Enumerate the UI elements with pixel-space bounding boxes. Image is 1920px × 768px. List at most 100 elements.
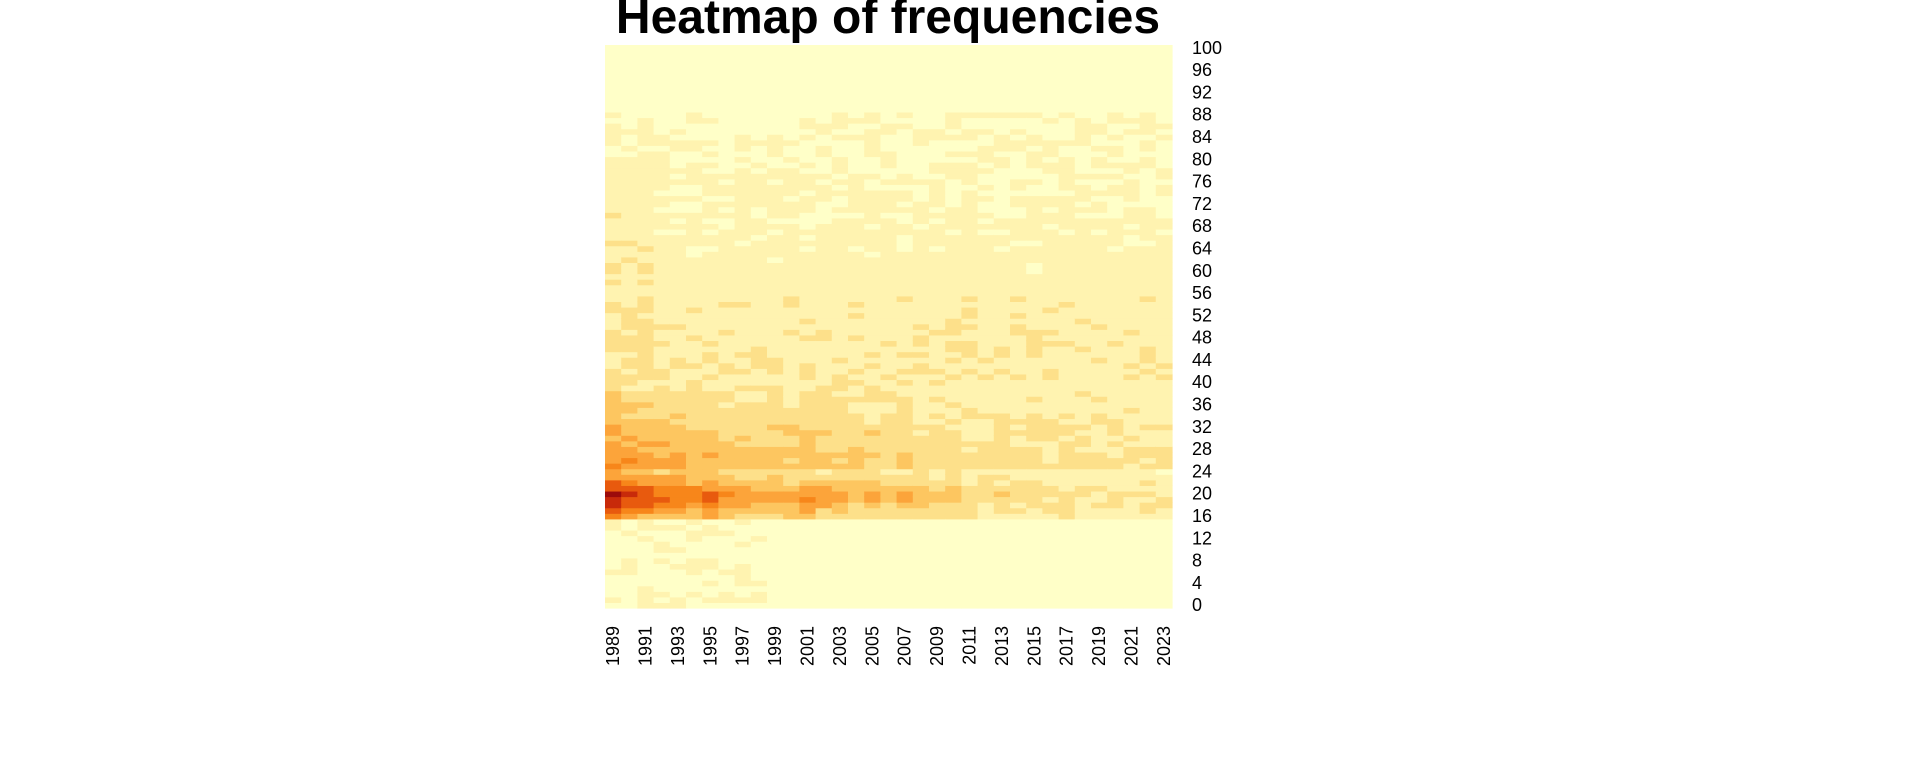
heatmap-cell — [1058, 535, 1076, 542]
heatmap-cell — [621, 106, 638, 113]
heatmap-cell — [1074, 178, 1092, 185]
heatmap-cell — [767, 173, 784, 180]
heatmap-cell — [1026, 529, 1043, 537]
heatmap-cell — [669, 240, 687, 247]
heatmap-cell — [945, 435, 962, 442]
heatmap-cell — [1091, 418, 1108, 425]
heatmap-cell — [1123, 329, 1141, 336]
heatmap-cell — [880, 401, 898, 408]
heatmap-cell — [1155, 318, 1173, 325]
heatmap-cell — [621, 546, 638, 553]
heatmap-cell — [896, 228, 914, 236]
heatmap-cell — [1058, 78, 1076, 85]
heatmap-cell — [1042, 424, 1060, 431]
heatmap-cell — [1107, 223, 1124, 230]
heatmap-cell — [1026, 318, 1043, 325]
heatmap-cell — [1042, 568, 1060, 576]
heatmap-cell — [1042, 156, 1060, 163]
heatmap-cell — [767, 407, 784, 414]
heatmap-cell — [815, 145, 833, 152]
heatmap-cell — [977, 401, 995, 408]
heatmap-cell — [1026, 574, 1043, 581]
heatmap-cell — [945, 379, 962, 386]
heatmap-cell — [864, 507, 881, 514]
heatmap-cell — [702, 273, 719, 280]
heatmap-cell — [912, 56, 930, 63]
heatmap-cell — [945, 407, 962, 414]
heatmap-cell — [945, 256, 962, 263]
heatmap-cell — [702, 284, 719, 291]
heatmap-cell — [1123, 474, 1141, 481]
heatmap-cell — [831, 373, 849, 381]
heatmap-cell — [848, 379, 865, 386]
heatmap-cell — [767, 201, 784, 208]
heatmap-cell — [864, 95, 881, 102]
heatmap-cell — [1074, 513, 1092, 520]
heatmap-cell — [605, 574, 622, 581]
heatmap-cell — [977, 150, 995, 158]
heatmap-cell — [605, 524, 622, 531]
heatmap-cell — [1107, 568, 1124, 576]
heatmap-cell — [605, 429, 622, 436]
heatmap-cell — [1107, 145, 1124, 152]
heatmap-cell — [896, 78, 914, 85]
heatmap-cell — [1010, 563, 1027, 570]
heatmap-cell — [864, 429, 881, 436]
heatmap-cell — [848, 401, 865, 408]
heatmap-cell — [815, 323, 833, 330]
heatmap-cell — [686, 84, 703, 91]
heatmap-cell — [621, 162, 638, 169]
heatmap-cell — [912, 95, 930, 102]
heatmap-cell — [783, 490, 800, 498]
heatmap-cell — [1107, 279, 1124, 286]
heatmap-cell — [945, 496, 962, 503]
heatmap-cell — [783, 340, 800, 347]
heatmap-cell — [815, 206, 833, 213]
heatmap-cell — [637, 50, 655, 57]
heatmap-cell — [896, 490, 914, 498]
y-axis-tick-labels: 0481216202428323640444852566064687276808… — [1192, 38, 1222, 615]
heatmap-cell — [1074, 206, 1092, 213]
heatmap-cell — [993, 262, 1011, 269]
heatmap-cell — [864, 418, 881, 425]
heatmap-cell — [961, 206, 979, 213]
heatmap-cell — [734, 306, 752, 314]
heatmap-cell — [718, 318, 736, 325]
heatmap-cell — [637, 234, 655, 241]
heatmap-cell — [637, 228, 655, 236]
heatmap-cell — [1107, 552, 1124, 559]
heatmap-cell — [669, 318, 687, 325]
heatmap-cell — [945, 318, 962, 325]
heatmap-cell — [750, 362, 768, 369]
heatmap-cell — [767, 390, 784, 397]
heatmap-cell — [799, 111, 817, 119]
heatmap-cell — [1026, 156, 1043, 163]
heatmap-cell — [669, 351, 687, 358]
heatmap-cell — [669, 585, 687, 592]
heatmap-cell — [912, 552, 930, 559]
heatmap-cell — [1107, 390, 1124, 397]
heatmap-cell — [815, 117, 833, 124]
y-tick-label: 56 — [1192, 283, 1212, 303]
heatmap-cell — [1074, 162, 1092, 169]
heatmap-cell — [686, 602, 703, 609]
heatmap-cell — [896, 145, 914, 152]
heatmap-cell — [1091, 334, 1108, 342]
heatmap-cell — [993, 318, 1011, 325]
heatmap-cell — [799, 45, 817, 52]
heatmap-cell — [815, 557, 833, 564]
heatmap-cell — [799, 312, 817, 319]
heatmap-cell — [767, 357, 784, 364]
heatmap-cell — [686, 373, 703, 381]
heatmap-cell — [686, 301, 703, 308]
heatmap-cell — [653, 212, 671, 219]
heatmap-cell — [1139, 306, 1157, 314]
heatmap-cell — [1139, 585, 1157, 592]
heatmap-cell — [799, 89, 817, 96]
heatmap-cell — [993, 390, 1011, 397]
heatmap-cell — [880, 385, 898, 392]
heatmap-cell — [1155, 206, 1173, 213]
heatmap-cell — [669, 574, 687, 581]
heatmap-cell — [1010, 312, 1027, 319]
heatmap-cell — [702, 440, 719, 447]
